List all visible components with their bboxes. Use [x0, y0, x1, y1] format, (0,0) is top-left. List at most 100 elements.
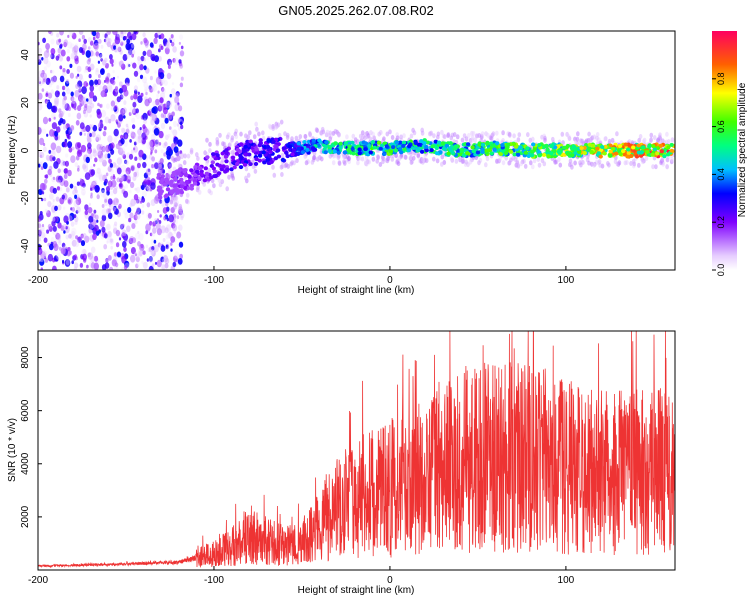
heatmap-halo-cell	[542, 161, 547, 167]
heatmap-noise-cell	[59, 43, 63, 48]
heatmap-noise-cell	[50, 38, 55, 45]
heatmap-noise-cell	[170, 34, 174, 39]
heatmap-noise-cell	[106, 238, 110, 243]
heatmap-noise-cell	[57, 168, 61, 174]
heatmap-noise-cell	[76, 206, 81, 213]
heatmap-noise-cell	[109, 58, 114, 65]
heatmap-noise-cell	[164, 227, 169, 234]
heatmap-noise-cell	[82, 233, 87, 239]
heatmap-noise-cell	[95, 31, 100, 39]
heatmap-noise-cell	[125, 159, 129, 166]
heatmap-halo-cell	[345, 134, 349, 140]
heatmap-noise-cell	[93, 209, 97, 214]
heatmap-halo-cell	[246, 172, 251, 178]
heatmap-halo-cell	[186, 153, 191, 159]
heatmap-noise-cell	[111, 63, 114, 67]
heatmap-noise-cell	[44, 98, 49, 104]
heatmap-ridge-cell	[172, 183, 177, 188]
heatmap-noise-cell	[38, 236, 42, 242]
heatmap-ridge-cell	[636, 143, 641, 148]
heatmap-ridge-cell	[271, 139, 276, 144]
heatmap-noise-cell	[131, 31, 134, 34]
heatmap-ridge-cell	[566, 152, 571, 157]
heatmap-noise-cell	[58, 240, 62, 246]
heatmap-noise-cell	[165, 244, 168, 248]
heatmap-halo-cell	[342, 159, 346, 165]
heatmap-halo-cell	[470, 137, 475, 143]
heatmap-noise-cell	[39, 182, 46, 191]
heatmap-noise-cell	[92, 52, 96, 57]
heatmap-noise-cell	[164, 141, 168, 147]
heatmap-noise-cell	[62, 206, 66, 210]
heatmap-ridge-cell	[471, 149, 476, 154]
snr-x-tick-label: -100	[204, 575, 224, 586]
heatmap-ridge-cell	[193, 165, 198, 169]
heatmap-noise-cell	[104, 116, 110, 124]
heatmap-noise-cell	[172, 129, 178, 137]
heatmap-noise-cell	[108, 158, 112, 164]
heatmap-noise-cell	[99, 146, 103, 151]
heatmap-halo-cell	[573, 160, 577, 166]
heatmap-noise-cell	[118, 142, 122, 148]
heatmap-halo-cell	[227, 174, 231, 180]
heatmap-halo-cell	[295, 158, 299, 164]
heatmap-noise-cell	[82, 164, 87, 170]
heatmap-noise-cell	[54, 97, 60, 105]
heatmap-ridge-cell	[219, 167, 224, 172]
heatmap-noise-cell	[114, 221, 118, 227]
snr-y-tick-label: 4000	[20, 452, 31, 475]
heatmap-ridge-cell	[503, 151, 509, 156]
heatmap-ridge-cell	[158, 191, 163, 196]
heatmap-noise-cell	[150, 114, 156, 123]
heatmap-halo-cell	[271, 164, 275, 170]
heatmap-halo-cell	[432, 156, 436, 162]
heatmap-noise-cell	[176, 215, 180, 220]
heatmap-halo-cell	[174, 195, 179, 201]
heatmap-noise-cell	[113, 197, 119, 206]
heatmap-ridge-cell	[549, 151, 554, 156]
heatmap-noise-cell	[163, 152, 167, 157]
heatmap-x-tick-label: -200	[28, 275, 48, 286]
heatmap-noise-cell	[123, 89, 129, 97]
colorbar-ticks: 0.0 0.2 0.4 0.6 0.8	[712, 73, 726, 276]
heatmap-ridge-cell	[204, 171, 209, 176]
heatmap-halo-cell	[531, 136, 535, 142]
heatmap-noise-cell	[90, 181, 95, 187]
heatmap-noise-cell	[104, 153, 109, 159]
heatmap-noise-cell	[178, 41, 181, 45]
heatmap-noise-cell	[74, 89, 80, 98]
heatmap-ridge-cell	[623, 142, 628, 147]
heatmap-noise-cell	[71, 100, 77, 109]
heatmap-noise-cell	[97, 60, 100, 64]
heatmap-noise-cell	[105, 36, 110, 42]
heatmap-noise-cell	[96, 219, 99, 223]
heatmap-halo-cell	[615, 161, 620, 167]
heatmap-noise-cell	[156, 93, 160, 98]
heatmap-noise-cell	[92, 95, 98, 102]
heatmap-noise-cell	[126, 31, 132, 39]
heatmap-halo-cell	[670, 157, 674, 162]
heatmap-ridge-cell	[480, 142, 486, 147]
heatmap-ridge-cell	[430, 144, 435, 149]
heatmap-noise-cell	[67, 34, 70, 39]
heatmap-noise-cell	[61, 39, 64, 43]
heatmap-noise-cell	[170, 236, 176, 243]
heatmap-noise-cell	[149, 75, 153, 81]
heatmap-noise-cell	[73, 214, 77, 219]
heatmap-halo-cell	[303, 154, 307, 160]
heatmap-noise-cell	[49, 193, 54, 200]
heatmap-ridge-cell	[169, 190, 175, 195]
heatmap-noise-cell	[137, 128, 142, 136]
heatmap-ridge-cell	[211, 152, 216, 157]
heatmap-noise-cell	[105, 144, 111, 153]
heatmap-halo-cell	[225, 134, 230, 140]
heatmap-noise-cell	[142, 261, 148, 269]
heatmap-noise-cell	[95, 186, 100, 192]
heatmap-noise-cell	[127, 179, 131, 184]
heatmap-noise-cell	[91, 131, 96, 138]
heatmap-noise-cell	[166, 230, 173, 239]
heatmap-ridge-cell	[171, 170, 176, 175]
heatmap-halo-cell	[467, 133, 471, 138]
heatmap-ridge-cell	[511, 142, 517, 147]
heatmap-ridge-cell	[217, 163, 223, 168]
